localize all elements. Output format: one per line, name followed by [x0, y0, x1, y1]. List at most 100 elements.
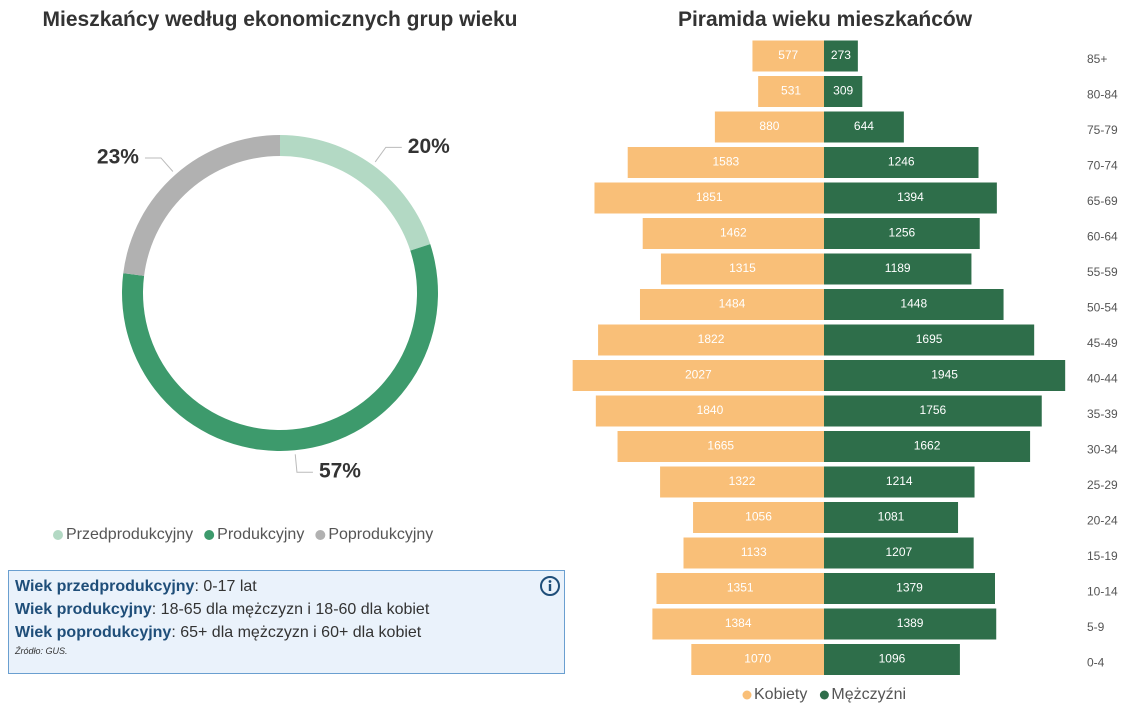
- bar: [824, 40, 858, 72]
- info-text: : 18-65 dla mężczyzn i 18-60 dla kobiet: [151, 601, 430, 618]
- data-label: 1256: [889, 226, 916, 240]
- bar: [824, 537, 974, 569]
- bar: [595, 395, 824, 427]
- legend-marker: [819, 690, 829, 700]
- bar: [824, 360, 1066, 391]
- bar: [660, 466, 824, 498]
- bar: [824, 395, 1042, 427]
- data-label: 1822: [698, 332, 725, 346]
- bar: [617, 431, 824, 462]
- category-label: 40-44: [1087, 372, 1118, 386]
- bar: [656, 573, 824, 604]
- data-label: 1583: [713, 155, 740, 169]
- category-label: 10-14: [1087, 585, 1118, 599]
- category-label: 15-19: [1087, 549, 1118, 563]
- category-label: 45-49: [1087, 336, 1118, 350]
- legend-marker: [53, 530, 63, 540]
- bar: [824, 608, 997, 640]
- category-label: 5-9: [1087, 620, 1105, 634]
- info-term: Wiek produkcyjny: [15, 601, 152, 618]
- info-line: Wiek przedprodukcyjny: 0-17 lat: [15, 575, 558, 598]
- category-label: 70-74: [1087, 159, 1118, 173]
- data-label: 273: [831, 48, 851, 62]
- legend-label: Poprodukcyjny: [328, 526, 433, 543]
- bar: [824, 573, 995, 604]
- bar: [824, 111, 904, 143]
- leader-line: [374, 146, 402, 163]
- data-label: 1070: [744, 652, 771, 666]
- data-label: 880: [759, 119, 779, 133]
- data-label: 1189: [885, 261, 911, 275]
- category-label: 60-64: [1087, 230, 1118, 244]
- pyramid-title: Piramida wieku mieszkańców: [677, 8, 973, 31]
- donut-slice: [121, 244, 438, 451]
- data-label: 1322: [729, 474, 756, 488]
- bar: [639, 289, 824, 320]
- donut-title: Mieszkańcy według ekonomicznych grup wie…: [42, 8, 518, 31]
- category-label: 30-34: [1087, 443, 1118, 457]
- bar: [714, 111, 824, 143]
- category-label: 25-29: [1087, 478, 1118, 492]
- data-label: 1462: [720, 226, 747, 240]
- bar: [824, 76, 863, 107]
- category-label: 50-54: [1087, 301, 1118, 315]
- info-text: : 0-17 lat: [194, 578, 257, 595]
- data-label: 1756: [920, 403, 947, 417]
- data-label: 1246: [888, 155, 915, 169]
- bar: [824, 431, 1031, 462]
- bar: [824, 502, 959, 533]
- data-label: 1379: [896, 581, 923, 595]
- bar: [824, 324, 1035, 356]
- legend-label: Kobiety: [754, 686, 807, 703]
- data-label: 23%: [97, 146, 139, 169]
- category-label: 0-4: [1087, 656, 1105, 670]
- legend-label: Produkcyjny: [217, 526, 304, 543]
- category-label: 20-24: [1087, 514, 1118, 528]
- bar: [824, 644, 960, 675]
- data-label: 644: [854, 119, 874, 133]
- data-label: 57%: [319, 460, 361, 483]
- info-line: Wiek produkcyjny: 18-65 dla mężczyzn i 1…: [15, 598, 558, 621]
- info-source: Źródło: GUS.: [15, 646, 68, 656]
- bar: [683, 537, 824, 569]
- data-label: 1056: [745, 510, 772, 524]
- info-line: Wiek poprodukcyjny: 65+ dla mężczyzn i 6…: [15, 621, 558, 644]
- category-label: 35-39: [1087, 407, 1118, 421]
- info-icon[interactable]: [539, 575, 561, 597]
- bar: [594, 182, 824, 214]
- data-label: 1081: [878, 510, 905, 524]
- data-label: 1384: [725, 616, 752, 630]
- data-label: 1389: [897, 616, 924, 630]
- data-label: 1351: [727, 581, 754, 595]
- data-label: 1662: [914, 439, 941, 453]
- legend-marker: [742, 690, 752, 700]
- info-term: Wiek poprodukcyjny: [15, 624, 172, 641]
- info-term: Wiek przedprodukcyjny: [15, 578, 195, 595]
- data-label: 1394: [897, 190, 924, 204]
- legend-label: Mężczyźni: [831, 686, 906, 703]
- bar: [691, 644, 824, 675]
- data-label: 1840: [697, 403, 724, 417]
- leader-line: [294, 454, 313, 473]
- bar: [824, 218, 980, 249]
- bar: [693, 502, 824, 533]
- bar: [758, 76, 824, 107]
- data-label: 531: [781, 84, 801, 98]
- category-label: 55-59: [1087, 265, 1118, 279]
- data-label: 2027: [685, 368, 712, 382]
- legend-marker: [315, 530, 326, 540]
- data-label: 20%: [408, 135, 450, 158]
- bar: [824, 253, 972, 285]
- bar: [824, 289, 1004, 320]
- data-label: 309: [833, 84, 853, 98]
- legend-marker: [204, 530, 215, 540]
- data-label: 1484: [719, 297, 746, 311]
- category-label: 65-69: [1087, 194, 1118, 208]
- data-label: 1665: [707, 439, 734, 453]
- bar: [752, 40, 824, 72]
- data-label: 577: [778, 48, 798, 62]
- info-text: : 65+ dla mężczyzn i 60+ dla kobiet: [171, 624, 422, 641]
- info-box: Wiek przedprodukcyjny: 0-17 lat Wiek pro…: [8, 570, 565, 674]
